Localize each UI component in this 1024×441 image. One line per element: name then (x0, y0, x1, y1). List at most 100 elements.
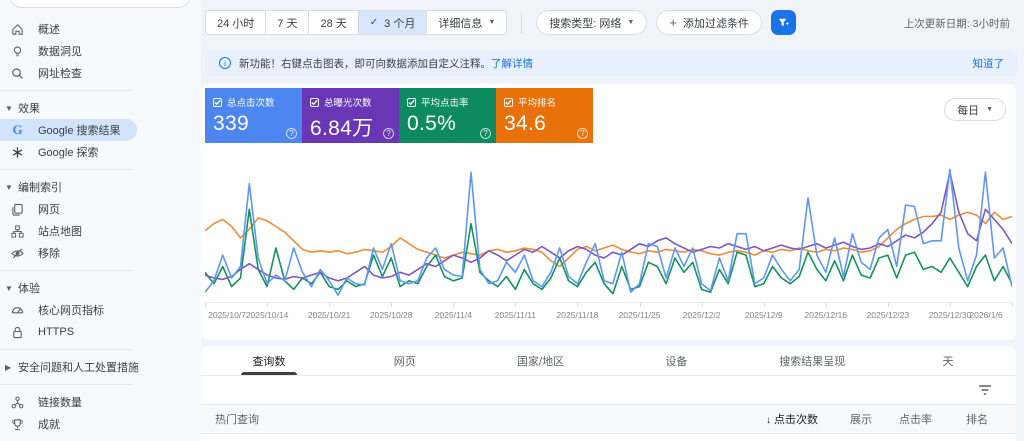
main-content: 24 小时 7 天 28 天 ✓ 3 个月 详细信息▼ 搜索类型: 网络▼ +添… (201, 0, 1016, 441)
last-updated-text: 上次更新日期: 3小时前 (904, 16, 1010, 31)
home-icon (10, 22, 25, 37)
new-feature-banner: i 新功能！右键点击图表，即可向数据添加自定义注释。 了解详情 知道了 (205, 50, 1018, 76)
x-tick (515, 303, 516, 307)
range-3mo-button-selected[interactable]: ✓ 3 个月 (359, 11, 428, 34)
x-tick (1012, 303, 1013, 307)
sidebar-item-removals[interactable]: 移除 (0, 242, 201, 264)
table-header-row: 热门查询 ↓点击次数 展示 点击率 排名 (201, 404, 1016, 434)
tab-pages[interactable]: 网页 (337, 346, 473, 375)
average-ctr-card[interactable]: 平均点击率 0.5% ? (399, 88, 496, 143)
plus-icon: + (669, 15, 677, 30)
sidebar-item-achievements[interactable]: 成就 (0, 413, 201, 435)
sidebar-item-links[interactable]: 链接数量 (0, 391, 201, 413)
column-header-impressions[interactable]: 展示 (818, 411, 872, 427)
x-tick (205, 303, 206, 307)
column-header-query[interactable]: 热门查询 (215, 411, 708, 427)
x-tick (329, 303, 330, 307)
sidebar-item-sitemaps[interactable]: 站点地图 (0, 220, 201, 242)
sidebar-item-google-search-results[interactable]: G Google 搜索结果 (0, 119, 137, 141)
range-28d-button[interactable]: 28 天 (309, 11, 358, 34)
help-icon[interactable]: ? (286, 128, 297, 139)
performance-chart-svg (205, 150, 1012, 302)
speedometer-icon (10, 303, 25, 318)
sidebar-item-label: 核心网页指标 (38, 302, 104, 318)
sidebar-section-experience[interactable]: ▼ 体验 (0, 277, 201, 299)
sidebar-item-pages[interactable]: 网页 (0, 198, 201, 220)
help-icon[interactable]: ? (383, 128, 394, 139)
search-type-chip[interactable]: 搜索类型: 网络▼ (536, 10, 647, 35)
sidebar-item-label: 网址检查 (38, 65, 82, 81)
sidebar-item-label: 概述 (38, 21, 60, 37)
column-header-position[interactable]: 排名 (932, 411, 988, 427)
add-filter-chip[interactable]: +添加过滤条件 (656, 10, 762, 35)
smart-filter-button[interactable] (771, 10, 796, 35)
checkbox-checked-icon[interactable] (504, 98, 513, 107)
dimensions-panel: 查询数 网页 国家/地区 设备 搜索结果呈现 天 热门查询 ↓点击次数 展示 点… (201, 346, 1016, 441)
total-impressions-card[interactable]: 总曝光次数 6.84万 ? (302, 88, 399, 143)
x-tick (391, 303, 392, 307)
performance-chart[interactable] (205, 150, 1012, 302)
range-24h-button[interactable]: 24 小时 (206, 11, 266, 34)
metric-cards: 总点击次数 339 ? 总曝光次数 6.84万 ? 平均点击率 0.5% ? 平… (205, 88, 593, 143)
range-7d-button[interactable]: 7 天 (266, 11, 309, 34)
tab-search-appearance[interactable]: 搜索结果呈现 (744, 346, 880, 375)
sidebar-item-label: 成就 (38, 416, 60, 432)
checkbox-checked-icon[interactable] (407, 98, 416, 107)
average-position-card[interactable]: 平均排名 34.6 ? (496, 88, 593, 143)
sidebar: 概述 数据洞见 网址检查 ▼ 效果 G Google 搜索结果 Google 探… (0, 0, 201, 441)
x-axis-label: 2025/12/30 (929, 310, 972, 320)
search-icon (10, 66, 25, 81)
eye-off-icon (10, 246, 25, 261)
help-icon[interactable]: ? (480, 128, 491, 139)
sidebar-item-insights[interactable]: 数据洞见 (0, 40, 201, 62)
tab-dates[interactable]: 天 (880, 346, 1016, 375)
filter-list-icon[interactable] (978, 384, 992, 396)
property-selector[interactable] (9, 0, 191, 8)
sidebar-item-url-inspection[interactable]: 网址检查 (0, 62, 201, 84)
details-dropdown-button[interactable]: 详细信息▼ (427, 11, 506, 34)
column-header-ctr[interactable]: 点击率 (872, 411, 932, 427)
x-tick (826, 303, 827, 307)
x-axis-label: 2025/10/7 (208, 310, 246, 320)
column-header-clicks[interactable]: ↓点击次数 (708, 411, 818, 427)
check-icon: ✓ (370, 17, 378, 28)
tab-devices[interactable]: 设备 (608, 346, 744, 375)
trophy-icon (10, 417, 25, 432)
tab-queries[interactable]: 查询数 (201, 346, 337, 375)
sidebar-section-label: 效果 (18, 100, 40, 116)
learn-more-link[interactable]: 了解详情 (491, 56, 533, 71)
sidebar-item-overview[interactable]: 概述 (0, 18, 201, 40)
pages-icon (10, 202, 25, 217)
got-it-link[interactable]: 知道了 (973, 56, 1005, 71)
chevron-down-icon: ▼ (5, 183, 15, 192)
tab-countries[interactable]: 国家/地区 (473, 346, 609, 375)
sidebar-section-indexing[interactable]: ▼ 编制索引 (0, 176, 201, 198)
x-axis-label: 2025/12/2 (683, 310, 721, 320)
google-g-icon: G (10, 123, 25, 138)
checkbox-checked-icon[interactable] (213, 98, 222, 107)
average-position-value: 34.6 (504, 112, 585, 136)
chevron-down-icon: ▼ (5, 284, 15, 293)
x-tick (764, 303, 765, 307)
granularity-dropdown[interactable]: 每日▼ (944, 98, 1006, 121)
x-axis-label: 2026/1/6 (969, 310, 1002, 320)
sidebar-item-settings[interactable]: 设置 (0, 435, 201, 441)
sidebar-item-google-discover[interactable]: Google 探索 (0, 141, 201, 163)
chevron-down-icon: ▼ (488, 19, 495, 26)
help-icon[interactable]: ? (577, 128, 588, 139)
x-axis-label: 2025/12/23 (867, 310, 910, 320)
total-clicks-card[interactable]: 总点击次数 339 ? (205, 88, 302, 143)
divider (0, 384, 132, 385)
sidebar-section-security[interactable]: ▶ 安全问题和人工处置措施 (0, 356, 201, 378)
sidebar-item-label: HTTPS (38, 326, 74, 338)
series-点击次数 (205, 169, 1012, 295)
x-tick (702, 303, 703, 307)
table-filter-row (201, 376, 1016, 404)
sort-desc-icon: ↓ (766, 415, 771, 426)
sidebar-item-core-web-vitals[interactable]: 核心网页指标 (0, 299, 201, 321)
sidebar-section-performance[interactable]: ▼ 效果 (0, 97, 201, 119)
x-axis-label: 2025/10/28 (370, 310, 413, 320)
sidebar-item-https[interactable]: HTTPS (0, 321, 201, 343)
x-tick (888, 303, 889, 307)
checkbox-checked-icon[interactable] (310, 98, 319, 107)
